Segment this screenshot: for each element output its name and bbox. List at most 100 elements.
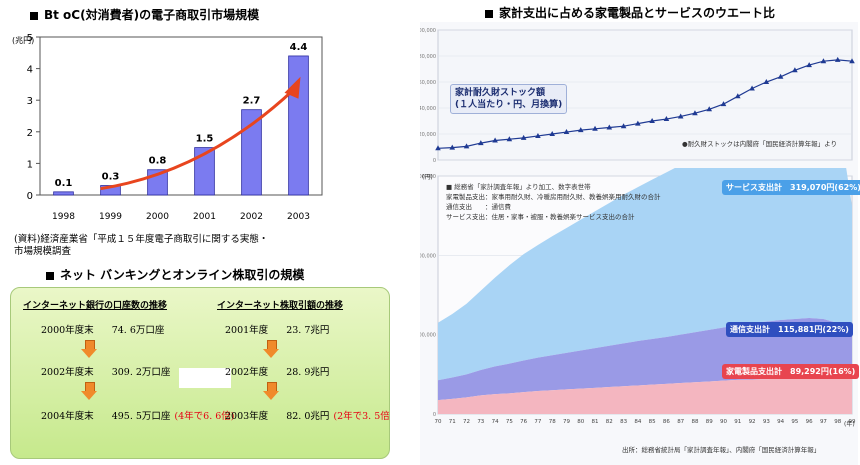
stock-point-marker: [663, 116, 670, 122]
stock-point-marker: [563, 129, 570, 135]
x-tick-label: 97: [820, 419, 827, 425]
x-unit: (年): [844, 421, 855, 428]
stock-label-line-2: (１人当たり・円、月換算): [455, 100, 563, 110]
y-tick-label: 80,000: [420, 54, 436, 60]
x-tick-label: 82: [606, 419, 613, 425]
stock-row-value: 23. 7兆円: [286, 325, 330, 336]
y-tick-label: 600,000: [420, 174, 436, 180]
y-tick-label: 400,000: [420, 253, 436, 259]
legend-line: 家電製品支出：家事用耐久財、冷暖房用耐久財、教養娯楽用耐久財の合計: [446, 193, 661, 201]
stock-point-marker: [677, 113, 684, 119]
y-unit: (円): [422, 174, 433, 181]
appliance-label: 家電製品支出計 89,292円(16%): [722, 364, 860, 379]
net-stats-box: インターネット銀行の口座数の推移 インターネット株取引額の推移 2000年度末 7…: [10, 287, 390, 459]
stock-point-marker: [720, 101, 727, 107]
bank-row-value: 495. 5万口座: [111, 411, 171, 422]
right-chart-title-text: 家計支出に占める家電製品とサービスのウエート比: [499, 6, 776, 20]
x-tick-label: 96: [806, 419, 813, 425]
x-tick-label: 76: [520, 419, 527, 425]
stock-point-marker: [777, 73, 784, 79]
bar: [241, 109, 262, 196]
x-tick-label: 99: [849, 419, 856, 425]
stock-point-marker: [535, 132, 541, 138]
stock-point-marker: [492, 137, 498, 143]
plot-frame: [39, 36, 323, 196]
legend-line: ■ 総務省「家計調査年報」より加工、数字表世帯: [446, 183, 591, 191]
service-label: サービス支出計 319,070円(62%): [722, 180, 860, 195]
x-tick-label: 77: [534, 419, 541, 425]
stock-point-marker: [749, 85, 755, 91]
stock-point-marker: [763, 79, 770, 84]
bank-row-value: 309. 2万口座: [111, 367, 171, 378]
stock-point-marker: [463, 143, 470, 149]
bar-data-label: 0.8: [149, 156, 167, 167]
bank-row-note: (4年で6. 6倍): [174, 411, 235, 422]
trend-arrowhead-icon: [284, 76, 301, 99]
x-tick-label: 84: [634, 419, 641, 425]
down-arrow-icon: [263, 340, 279, 358]
x-tick-label: 98: [834, 419, 841, 425]
y-tick-label: 0: [433, 412, 436, 418]
y-tick-label: 2: [27, 128, 33, 139]
x-tick-label: 75: [506, 419, 513, 425]
bank-row-year: 2004年度末: [41, 411, 94, 422]
x-tick-label: 79: [563, 419, 570, 425]
y-tick-label: 60,000: [420, 80, 436, 86]
stock-point-marker: [734, 93, 741, 99]
legend-line: 通信支出 ：通信費: [446, 203, 511, 211]
bank-row-3: 2004年度末 495. 5万口座 (4年で6. 6倍): [41, 408, 235, 422]
y-axis-unit: (兆円): [12, 35, 34, 45]
stock-row-2: 2002年度 28. 9兆円: [225, 364, 329, 378]
bank-row-2: 2002年度末 309. 2万口座: [41, 364, 170, 378]
down-arrow-icon: [81, 382, 97, 400]
bar-data-label: 0.3: [102, 172, 120, 183]
x-tick-label: 73: [477, 419, 484, 425]
x-tick-label: 95: [791, 419, 798, 425]
x-tick-label: 89: [706, 419, 713, 425]
stock-row-1: 2001年度 23. 7兆円: [225, 322, 329, 336]
bar: [288, 55, 309, 196]
stock-point-marker: [549, 131, 556, 136]
blank-panel: [179, 368, 231, 388]
stock-point-marker: [577, 127, 584, 133]
left-chart-title-text: Bt oC(対消費者)の電子商取引市場規模: [44, 8, 260, 22]
stock-point-marker: [520, 134, 527, 140]
stock-row-year: 2002年度: [225, 367, 269, 378]
y-tick-label: 200,000: [420, 333, 436, 339]
y-tick-label: 100,000: [420, 28, 436, 34]
bank-row-year: 2002年度末: [41, 367, 94, 378]
stock-row-year: 2001年度: [225, 325, 269, 336]
trend-arrow: [100, 89, 294, 191]
x-tick-label: 78: [549, 419, 556, 425]
x-tick-label: 1999: [99, 212, 122, 222]
appliance-area: [438, 378, 852, 414]
household-chart-panel: 0 20,000 40,000 60,000 80,000 100,000 0 200,00…: [420, 22, 860, 465]
y-tick-label: 0: [27, 191, 33, 202]
x-tick-label: 81: [592, 419, 599, 425]
stock-row-3: 2003年度 82. 0兆円 (2年で3. 5倍): [225, 408, 389, 422]
stock-point-marker: [792, 67, 798, 73]
x-tick-label: 70: [435, 419, 442, 425]
stock-row-value: 28. 9兆円: [286, 367, 330, 378]
down-arrow-icon: [263, 382, 279, 400]
x-tick-label: 92: [749, 419, 756, 425]
x-tick-label: 90: [720, 419, 727, 425]
x-tick-label: 2002: [240, 212, 263, 222]
y-tick-label: 20,000: [420, 132, 436, 138]
stock-note: ●耐久財ストックは内閣府「国民経済計算年報」より: [682, 140, 838, 148]
net-section-title-text: ネット バンキングとオンライン株取引の規模: [60, 268, 305, 282]
y-tick-label: 5: [27, 33, 33, 44]
bar-data-label: 1.5: [196, 134, 214, 145]
x-tick-label: 72: [463, 419, 470, 425]
stock-line: [437, 59, 853, 149]
bar-data-label: 0.1: [55, 178, 73, 189]
bank-row-year: 2000年度末: [41, 325, 94, 336]
stock-label-box: 家計耐久財ストック額 (１人当たり・円、月換算): [450, 84, 568, 114]
stock-point-marker: [706, 106, 713, 112]
x-tick-label: 93: [763, 419, 770, 425]
area-legend: ■ 総務省「家計調査年報」より加工、数字表世帯 家電製品支出：家事用耐久財、冷暖…: [446, 182, 661, 222]
bank-row-1: 2000年度末 74. 6万口座: [41, 322, 164, 336]
bar-chart: (兆円) 0 1 2 3 4 5 0.1 1998 0.3 1999 0.8 2000 1.5 2001 2.…: [12, 33, 323, 222]
left-chart-title: Bt oC(対消費者)の電子商取引市場規模: [30, 6, 259, 23]
y-tick-label: 3: [27, 96, 33, 107]
